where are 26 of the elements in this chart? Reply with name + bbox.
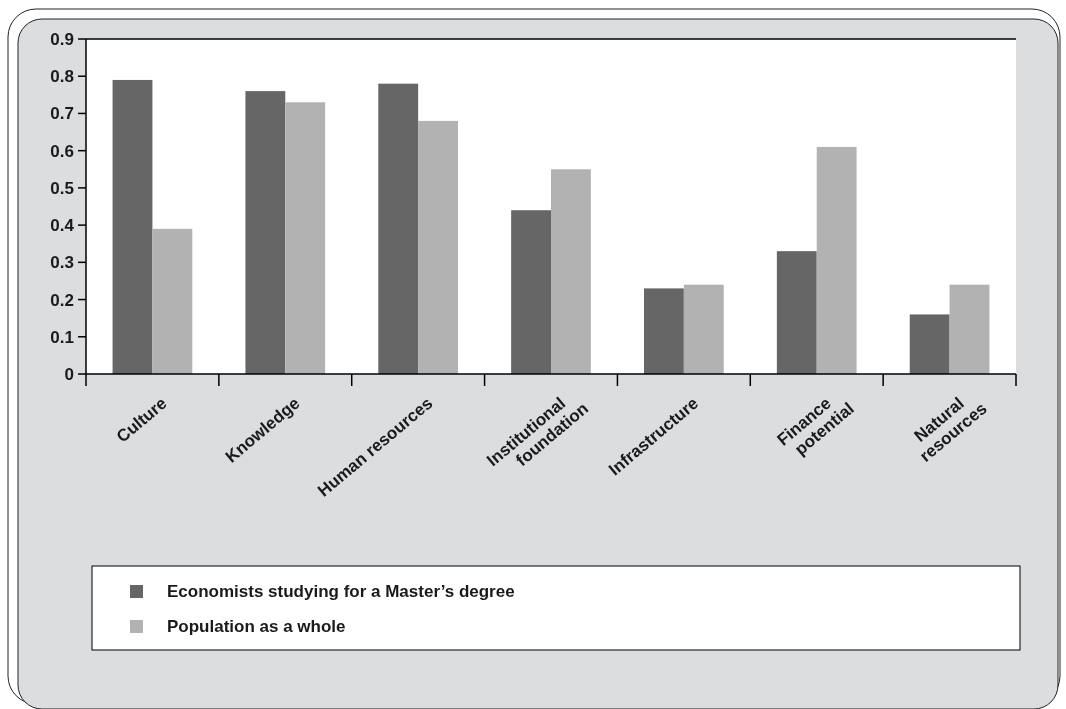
y-tick-label: 0.6 <box>50 141 74 161</box>
bar <box>418 120 458 374</box>
bar <box>909 314 950 374</box>
y-tick-label: 0.8 <box>50 67 74 87</box>
y-tick-label: 0 <box>64 364 74 384</box>
y-tick-label: 0.7 <box>50 104 74 124</box>
legend-label: Population as a whole <box>167 617 346 636</box>
y-tick-label: 0.9 <box>50 29 74 49</box>
bar <box>551 169 591 374</box>
bar <box>245 91 286 374</box>
bar <box>511 210 551 374</box>
bar <box>152 228 193 374</box>
y-tick-label: 0.5 <box>50 178 74 198</box>
bar <box>776 251 817 374</box>
y-tick-label: 0.1 <box>50 327 74 347</box>
y-tick-label: 0.2 <box>50 290 74 310</box>
y-tick-label: 0.3 <box>50 253 74 273</box>
bar <box>816 146 857 374</box>
bar <box>644 288 684 374</box>
legend-label: Economists studying for a Master’s degree <box>167 582 515 601</box>
y-tick-label: 0.4 <box>50 216 75 236</box>
bar <box>683 284 724 374</box>
bar <box>285 102 326 374</box>
bar <box>112 79 153 374</box>
bar <box>378 83 419 374</box>
bar <box>949 284 990 374</box>
